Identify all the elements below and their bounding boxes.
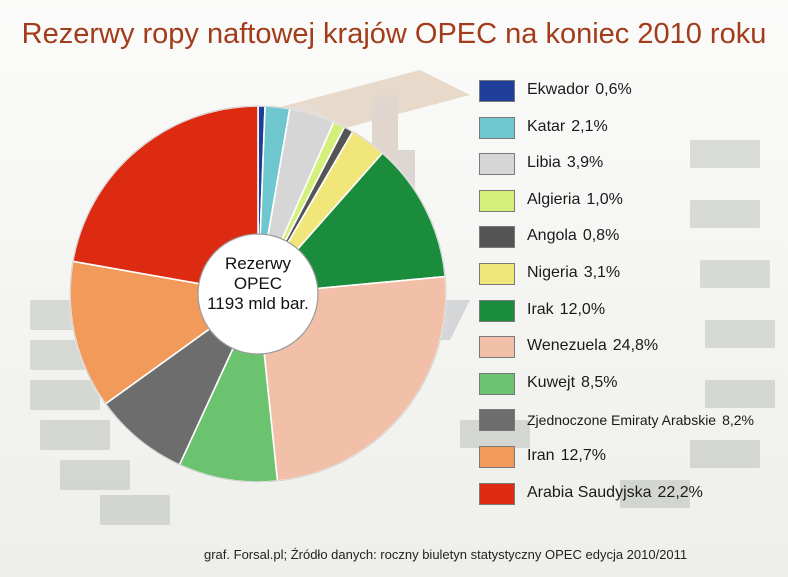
legend-swatch-7	[479, 336, 515, 359]
legend-percent-10: 12,7%	[560, 446, 606, 464]
legend-swatch-5	[479, 262, 515, 285]
center-label: Rezerwy OPEC 1193 mld bar.	[188, 254, 328, 314]
legend-label-10: Iran 12,7%	[527, 447, 606, 465]
legend-label-7: Wenezuela 24,8%	[527, 337, 658, 355]
pie-outline	[69, 105, 447, 483]
legend-label-3: Algieria 1,0%	[527, 191, 623, 209]
legend-swatch-4	[479, 226, 515, 249]
legend-swatch-6	[479, 299, 515, 322]
legend-label-9: Zjednoczone Emiraty Arabskie 8,2%	[527, 412, 754, 428]
legend-swatch-10	[479, 445, 515, 468]
legend-percent-3: 1,0%	[586, 190, 623, 208]
legend-percent-7: 24,8%	[612, 337, 659, 355]
legend-label-0: Ekwador 0,6%	[527, 81, 632, 99]
legend-label-6: Irak 12,0%	[527, 301, 605, 319]
legend-label-5: Nigeria 3,1%	[527, 264, 620, 282]
legend-name-11: Arabia Saudyjska	[527, 483, 652, 501]
chart-title: Rezerwy ropy naftowej krajów OPEC na kon…	[21, 18, 767, 50]
legend-swatch-1	[479, 116, 515, 139]
legend-name-5: Nigeria	[527, 263, 578, 281]
legend-swatch-9	[479, 409, 515, 432]
legend-name-8: Kuwejt	[527, 373, 576, 391]
legend-percent-5: 3,1%	[583, 263, 621, 281]
legend-percent-0: 0,6%	[595, 81, 632, 98]
center-label-line-3: 1193 mld bar.	[207, 294, 309, 313]
legend-name-4: Angola	[527, 227, 577, 245]
legend-percent-11: 22,2%	[657, 483, 703, 501]
legend-swatch-3	[479, 189, 515, 212]
center-label-line-2: OPEC	[233, 274, 283, 293]
legend-label-1: Katar 2,1%	[527, 118, 608, 136]
pie-center-hole	[197, 233, 319, 355]
legend-label-4: Angola 0,8%	[527, 227, 619, 245]
legend-name-10: Iran	[527, 446, 555, 464]
legend-name-1: Katar	[527, 117, 566, 135]
legend-percent-2: 3,9%	[566, 154, 604, 172]
legend-percent-4: 0,8%	[582, 227, 620, 245]
legend-name-7: Wenezuela	[527, 337, 607, 355]
legend-name-2: Libia	[527, 154, 561, 172]
legend-percent-1: 2,1%	[571, 117, 608, 135]
legend-swatch-0	[479, 80, 515, 102]
legend-label-8: Kuwejt 8,5%	[527, 374, 618, 392]
legend-percent-6: 12,0%	[559, 300, 606, 318]
legend-swatch-8	[479, 372, 515, 395]
legend-label-11: Arabia Saudyjska 22,2%	[527, 484, 703, 502]
legend-name-9: Zjednoczone Emiraty Arabskie	[527, 412, 717, 429]
center-label-line-1: Rezerwy	[224, 254, 292, 273]
source-note: graf. Forsal.pl; Źródło danych: roczny b…	[204, 547, 688, 562]
legend-name-6: Irak	[527, 300, 554, 318]
legend-percent-8: 8,5%	[581, 373, 618, 391]
legend-name-3: Algieria	[527, 190, 581, 208]
legend-percent-9: 8,2%	[722, 412, 755, 429]
legend-swatch-2	[479, 153, 515, 176]
legend-name-0: Ekwador	[527, 81, 590, 98]
legend-swatch-11	[479, 482, 515, 505]
legend-label-2: Libia 3,9%	[527, 154, 603, 172]
